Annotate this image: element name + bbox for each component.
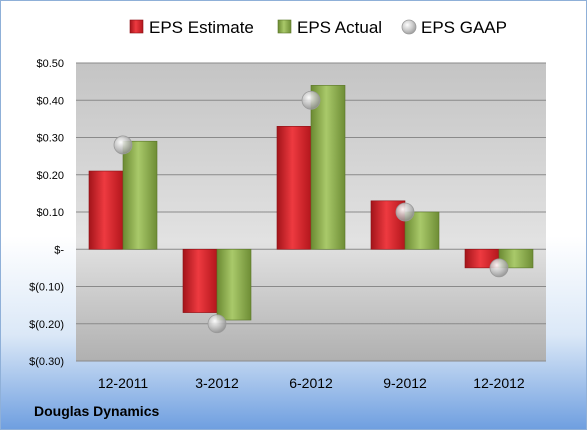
y-tick-label: $0.20 xyxy=(36,170,64,182)
eps-actual-bar xyxy=(216,248,252,321)
eps-gaap-marker xyxy=(113,135,133,155)
legend-swatch-actual xyxy=(277,19,292,34)
y-tick-label: $(0.20) xyxy=(29,319,64,331)
y-tick-label: $0.30 xyxy=(36,133,64,145)
eps-gaap-marker xyxy=(489,258,509,278)
x-tick-label: 6-2012 xyxy=(289,375,333,391)
bar-series xyxy=(88,85,534,321)
legend-swatch-gaap xyxy=(401,19,417,35)
eps-gaap-marker xyxy=(207,314,227,334)
eps-actual-bar xyxy=(122,140,158,250)
company-name: Douglas Dynamics xyxy=(34,403,160,419)
legend-label: EPS Estimate xyxy=(149,18,254,37)
legend-swatch-estimate xyxy=(129,19,144,34)
x-tick-label: 9-2012 xyxy=(383,375,427,391)
eps-actual-bar xyxy=(404,211,440,250)
y-tick-label: $0.50 xyxy=(36,58,64,70)
eps-estimate-bar xyxy=(88,170,124,250)
legend-label: EPS GAAP xyxy=(421,18,507,37)
legend: EPS Estimate EPS Actual EPS GAAP xyxy=(129,18,507,37)
y-tick-label: $(0.10) xyxy=(29,282,64,294)
x-tick-label: 12-2011 xyxy=(98,375,149,391)
x-tick-label: 12-2012 xyxy=(473,375,525,391)
eps-estimate-bar xyxy=(276,126,312,250)
y-tick-label: $- xyxy=(54,244,64,256)
legend-label: EPS Actual xyxy=(297,18,382,37)
eps-gaap-marker xyxy=(301,90,321,110)
y-axis-ticks: $0.50 $0.40 $0.30 $0.20 $0.10 $- $(0.10) $(0.20… xyxy=(29,58,64,368)
x-axis-ticks: 12-2011 3-2012 6-2012 9-2012 12-2012 xyxy=(98,375,525,391)
eps-actual-bar xyxy=(310,85,346,250)
y-tick-label: $0.40 xyxy=(36,95,64,107)
y-tick-label: $(0.30) xyxy=(29,356,64,368)
gaap-markers xyxy=(113,90,509,334)
eps-estimate-bar xyxy=(182,248,218,313)
eps-gaap-marker xyxy=(395,202,415,222)
y-tick-label: $0.10 xyxy=(36,207,64,219)
x-tick-label: 3-2012 xyxy=(195,375,239,391)
